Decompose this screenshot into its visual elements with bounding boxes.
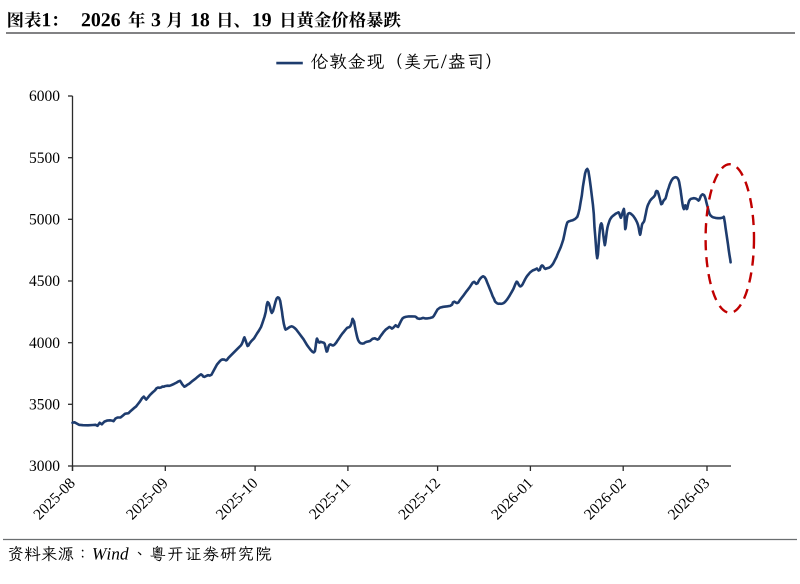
svg-text:5000: 5000 [29, 212, 60, 229]
svg-text:4500: 4500 [29, 273, 60, 290]
svg-text:5500: 5500 [29, 150, 60, 167]
svg-text:3500: 3500 [29, 397, 60, 414]
svg-text:3000: 3000 [29, 458, 60, 475]
svg-text:6000: 6000 [29, 88, 60, 105]
svg-text:4000: 4000 [29, 335, 60, 352]
